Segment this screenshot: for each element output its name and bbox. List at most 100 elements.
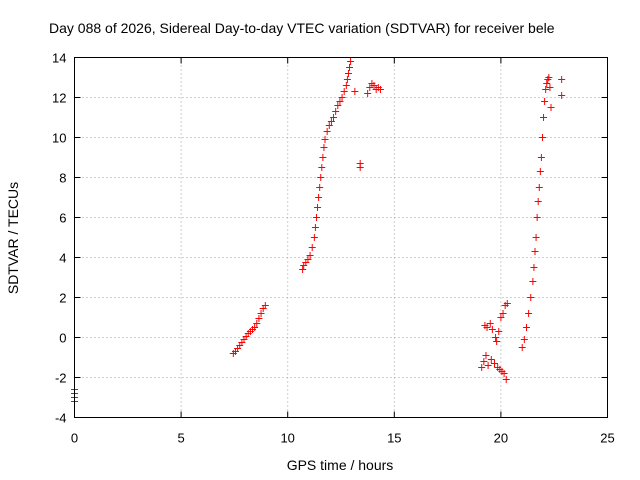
data-point [482, 352, 490, 359]
data-point [497, 314, 505, 321]
data-point [327, 118, 335, 125]
data-point [299, 266, 307, 273]
data-point [314, 204, 322, 211]
y-tick-label: 2 [59, 291, 66, 306]
chart-title: Day 088 of 2026, Sidereal Day-to-day VTE… [49, 20, 555, 36]
data-point [338, 94, 346, 101]
data-point [253, 320, 261, 327]
data-point [537, 154, 545, 161]
data-point [257, 310, 265, 317]
data-point [325, 122, 333, 129]
y-tick-label: 12 [52, 91, 66, 106]
data-point [304, 256, 312, 263]
data-point [493, 338, 501, 345]
data-point [530, 264, 538, 271]
data-point [495, 328, 503, 335]
x-axis-label: GPS time / hours [287, 457, 394, 473]
data-point [366, 84, 374, 91]
y-tick-label: 4 [59, 251, 66, 266]
data-point [318, 164, 326, 171]
data-point [319, 154, 327, 161]
data-point [332, 108, 340, 115]
data-point [340, 88, 348, 95]
y-axis-label: SDTVAR / TECUs [5, 182, 21, 294]
data-point [347, 58, 355, 65]
data-point [315, 194, 323, 201]
data-point [518, 344, 526, 351]
y-tick-label: -4 [55, 411, 67, 426]
data-point [499, 310, 507, 317]
data-point [316, 184, 324, 191]
data-point [536, 168, 544, 175]
data-point [261, 302, 269, 309]
data-point [538, 134, 546, 141]
data-point [546, 84, 554, 91]
data-point [343, 76, 351, 83]
y-tick-label: -2 [55, 371, 67, 386]
data-point [311, 224, 319, 231]
data-point [306, 252, 314, 259]
data-point [500, 370, 508, 377]
grid [74, 57, 608, 418]
axis-ticks [74, 57, 608, 418]
data-point [342, 82, 350, 89]
data-point [255, 315, 263, 322]
data-point [346, 64, 354, 71]
data-point [529, 278, 537, 285]
data-point [478, 364, 486, 371]
y-tick-label: 0 [59, 331, 66, 346]
data-point [522, 324, 530, 331]
data-point [547, 104, 555, 111]
x-tick-label: 20 [494, 431, 508, 446]
x-tick-label: 0 [71, 431, 78, 446]
data-point [480, 358, 488, 365]
data-point [334, 102, 342, 109]
data-point [488, 326, 496, 333]
data-point [492, 334, 500, 341]
data-point [535, 184, 543, 191]
x-tick-labels: 0 5 10 15 20 25 [71, 431, 615, 446]
y-tick-label: 10 [52, 131, 66, 146]
data-points [71, 58, 566, 405]
data-point [330, 114, 338, 121]
data-point [323, 128, 331, 135]
data-point [543, 80, 551, 87]
data-point [541, 98, 549, 105]
data-point [545, 74, 553, 81]
data-point [527, 294, 535, 301]
data-point [534, 198, 542, 205]
data-point [487, 356, 495, 363]
data-point [491, 360, 499, 367]
data-point [308, 244, 316, 251]
data-point [483, 324, 491, 331]
data-point [364, 90, 372, 97]
data-point [540, 114, 548, 121]
y-tick-label: 14 [52, 51, 66, 66]
y-tick-label: 8 [59, 171, 66, 186]
data-point [351, 88, 359, 95]
data-point [320, 144, 328, 151]
data-point [531, 248, 539, 255]
x-tick-label: 25 [600, 431, 614, 446]
data-point [376, 86, 384, 93]
data-point [533, 214, 541, 221]
data-point [336, 98, 344, 105]
data-point [532, 234, 540, 241]
data-point [344, 70, 352, 77]
data-point [251, 324, 259, 331]
x-tick-label: 15 [387, 431, 401, 446]
x-tick-label: 10 [280, 431, 294, 446]
data-point [317, 174, 325, 181]
data-point [558, 76, 566, 83]
data-point [312, 214, 320, 221]
data-point [502, 376, 510, 383]
plot-frame [74, 57, 608, 418]
data-point [503, 300, 511, 307]
data-point [370, 82, 378, 89]
data-point [321, 136, 329, 143]
data-point [525, 310, 533, 317]
data-point [558, 92, 566, 99]
x-tick-label: 5 [177, 431, 184, 446]
y-tick-labels: -4 -2 0 2 4 6 8 10 12 14 [52, 51, 66, 426]
